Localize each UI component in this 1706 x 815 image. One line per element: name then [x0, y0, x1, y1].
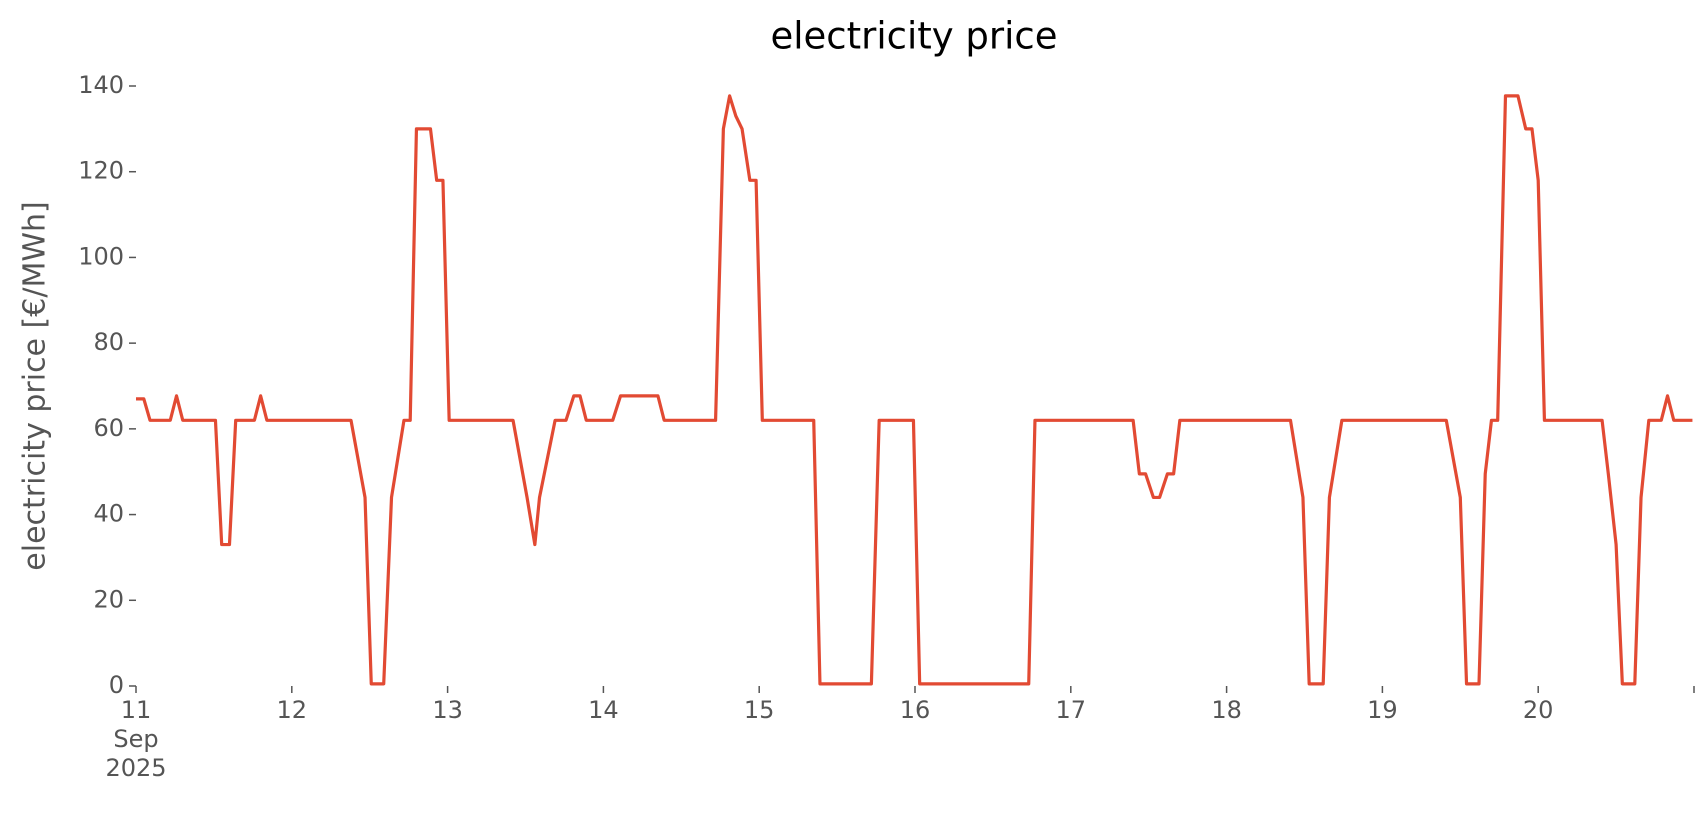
y-tick-label: 100	[78, 242, 124, 270]
x-tick-label: 11 Sep 2025	[105, 696, 167, 782]
chart-title: electricity price	[770, 15, 1057, 58]
x-tick-label: 16	[899, 696, 931, 724]
y-tick-label: 20	[93, 585, 124, 613]
y-tick-label: 0	[109, 671, 124, 699]
y-tick-label: 80	[93, 328, 124, 356]
x-tick-label: 14	[588, 696, 619, 724]
x-tick-label: 18	[1211, 696, 1242, 724]
x-tick-label: 19	[1367, 696, 1398, 724]
y-tick-label: 40	[93, 500, 124, 528]
y-tick-label: 140	[78, 71, 124, 99]
x-tick-label: 12	[276, 696, 308, 724]
x-tick-label: 15	[743, 696, 775, 724]
y-tick-label: 120	[78, 157, 124, 185]
x-tick-label: 20	[1522, 696, 1554, 724]
price-line	[136, 94, 1693, 686]
x-tick-label: 17	[1055, 696, 1087, 724]
y-axis-label: electricity price [€/MWh]	[18, 201, 53, 570]
y-tick-label: 60	[93, 414, 124, 442]
x-tick-label: 13	[432, 696, 463, 724]
